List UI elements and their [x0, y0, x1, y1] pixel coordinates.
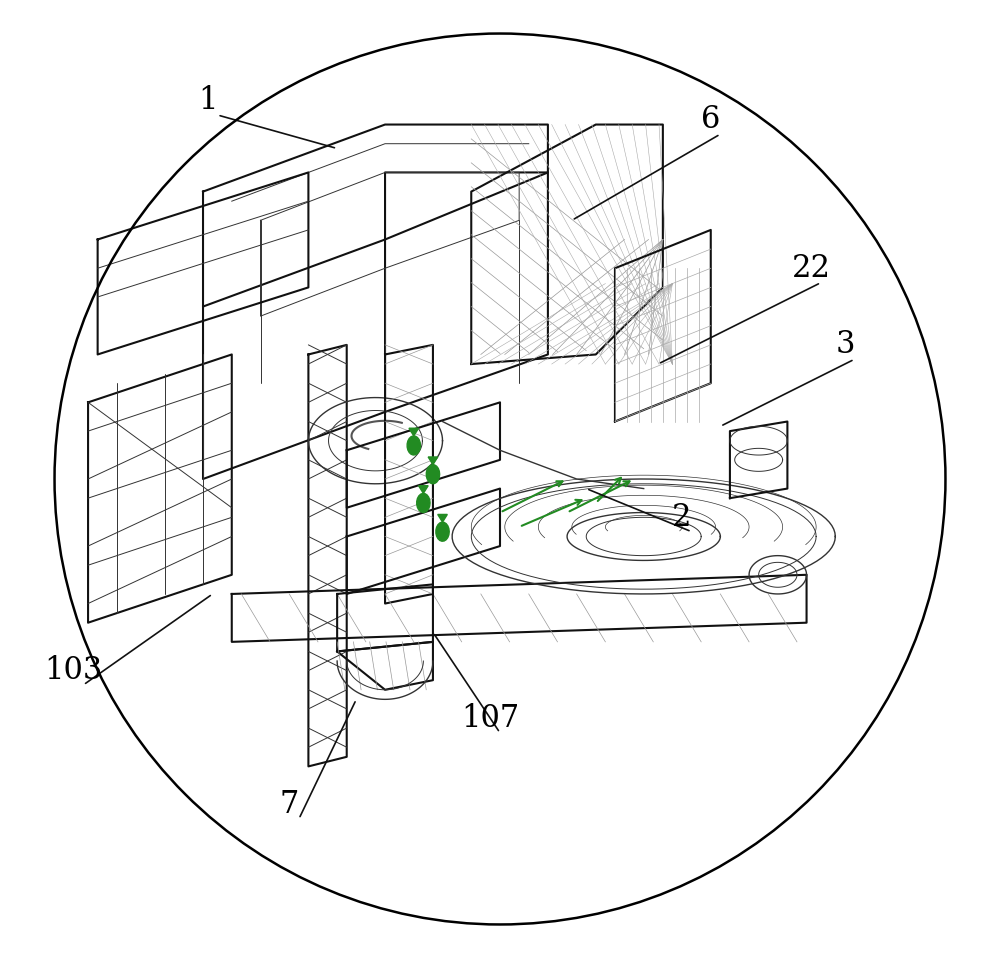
Text: 22: 22	[792, 253, 831, 284]
Text: 107: 107	[461, 703, 520, 734]
Polygon shape	[428, 457, 438, 465]
Polygon shape	[436, 522, 449, 541]
Text: 1: 1	[198, 85, 218, 116]
Polygon shape	[409, 428, 419, 436]
Polygon shape	[438, 514, 447, 522]
Polygon shape	[419, 486, 428, 493]
Polygon shape	[426, 465, 440, 484]
Polygon shape	[407, 436, 420, 455]
Polygon shape	[417, 493, 430, 513]
Text: 6: 6	[701, 104, 720, 135]
Text: 103: 103	[45, 655, 103, 686]
Text: 2: 2	[672, 502, 692, 533]
Text: 3: 3	[835, 330, 855, 360]
Text: 7: 7	[280, 789, 299, 820]
